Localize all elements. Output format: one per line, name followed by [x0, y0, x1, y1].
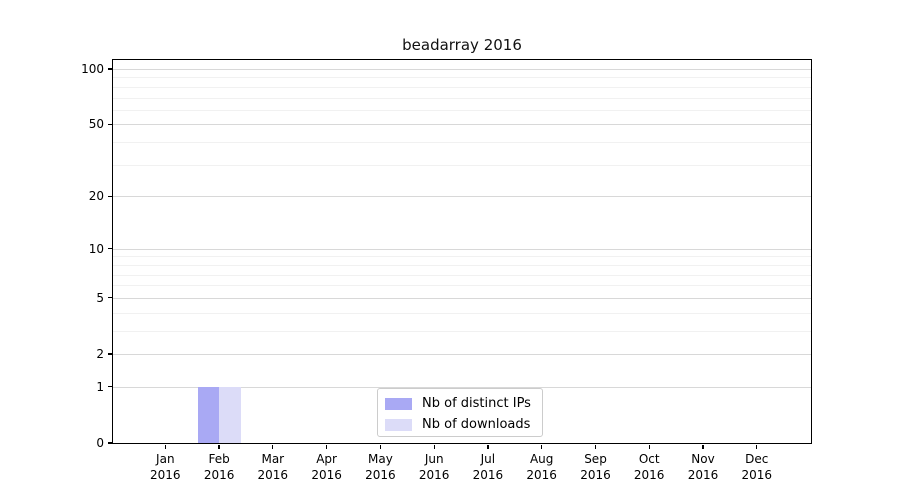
gridline-major	[113, 124, 811, 126]
x-axis-tick	[218, 444, 220, 449]
legend-label-downloads: Nb of downloads	[422, 417, 531, 432]
gridline-minor	[113, 86, 811, 88]
gridline-minor	[113, 330, 811, 332]
bar-distinct-ips-feb	[197, 386, 220, 443]
y-axis-tick	[107, 195, 112, 197]
gridline-major	[113, 386, 811, 388]
x-axis-tick-label: Jul 2016	[472, 452, 504, 482]
gridline-major	[113, 297, 811, 299]
y-axis-tick	[107, 68, 112, 70]
gridline-major	[113, 196, 811, 198]
x-axis-tick	[164, 444, 166, 449]
x-axis-tick-label: Nov 2016	[687, 452, 719, 482]
y-axis-tick-label: 2	[96, 347, 104, 361]
x-axis-tick	[379, 444, 382, 449]
gridline-minor	[113, 97, 811, 99]
x-axis-tick	[433, 444, 435, 449]
x-axis-tick-label: Jan 2016	[150, 452, 181, 482]
gridline-minor	[113, 77, 811, 79]
gridline-minor	[113, 109, 811, 111]
gridline-minor	[113, 256, 811, 258]
gridline-minor	[113, 312, 811, 314]
gridline-minor	[113, 264, 811, 266]
x-axis-tick-label: Jun 2016	[418, 452, 450, 482]
legend-item-downloads: Nb of downloads	[385, 414, 542, 435]
x-axis-tick-label: Sep 2016	[580, 452, 611, 482]
y-axis-tick	[107, 248, 112, 250]
x-axis-tick	[702, 444, 704, 449]
y-axis-tick-label: 0	[96, 436, 104, 450]
y-axis-tick-label: 1	[96, 379, 104, 394]
x-axis-tick	[325, 444, 328, 449]
gridline-minor	[113, 142, 811, 144]
legend-label-distinct-ips: Nb of distinct IPs	[422, 396, 531, 411]
x-axis-tick	[487, 444, 489, 449]
legend-item-distinct-ips: Nb of distinct IPs	[385, 393, 542, 414]
legend: Nb of distinct IPs Nb of downloads	[377, 388, 543, 437]
x-axis-tick-label: Apr 2016	[311, 452, 342, 482]
x-axis-tick	[648, 444, 650, 449]
bar-downloads-feb	[219, 386, 241, 443]
y-axis-tick	[107, 442, 112, 444]
y-axis-tick	[107, 353, 112, 355]
x-axis-tick	[756, 444, 758, 449]
y-axis-tick	[107, 123, 112, 126]
x-axis-tick-label: Dec 2016	[741, 452, 773, 482]
y-axis-tick-label: 20	[88, 189, 104, 204]
y-axis-tick	[107, 386, 112, 388]
chart-title: beadarray 2016	[402, 36, 522, 54]
y-axis-tick	[107, 297, 112, 299]
x-axis-tick-label: May 2016	[365, 452, 396, 482]
plot-frame	[111, 58, 812, 444]
y-axis-tick-label: 10	[88, 241, 104, 256]
x-axis-tick-label: Oct 2016	[633, 452, 665, 482]
gridline-minor	[113, 164, 811, 166]
gridline-minor	[113, 285, 811, 287]
x-axis-tick	[594, 444, 597, 449]
gridline-major	[113, 248, 811, 250]
legend-swatch-downloads-icon	[385, 418, 412, 431]
legend-swatch-distinct-ips-icon	[385, 397, 412, 410]
gridline-major	[113, 69, 811, 70]
gridline-major	[113, 354, 811, 355]
x-axis-tick	[541, 444, 543, 449]
y-axis-tick-label: 50	[88, 117, 104, 132]
x-axis-tick	[272, 444, 274, 449]
y-axis-tick-label: 100	[81, 62, 104, 76]
y-axis-tick-label: 5	[96, 290, 104, 305]
x-axis-tick-label: Aug 2016	[526, 452, 557, 482]
gridline-minor	[113, 274, 811, 276]
x-axis-tick-label: Mar 2016	[257, 452, 289, 482]
x-axis-tick-label: Feb 2016	[203, 452, 235, 482]
